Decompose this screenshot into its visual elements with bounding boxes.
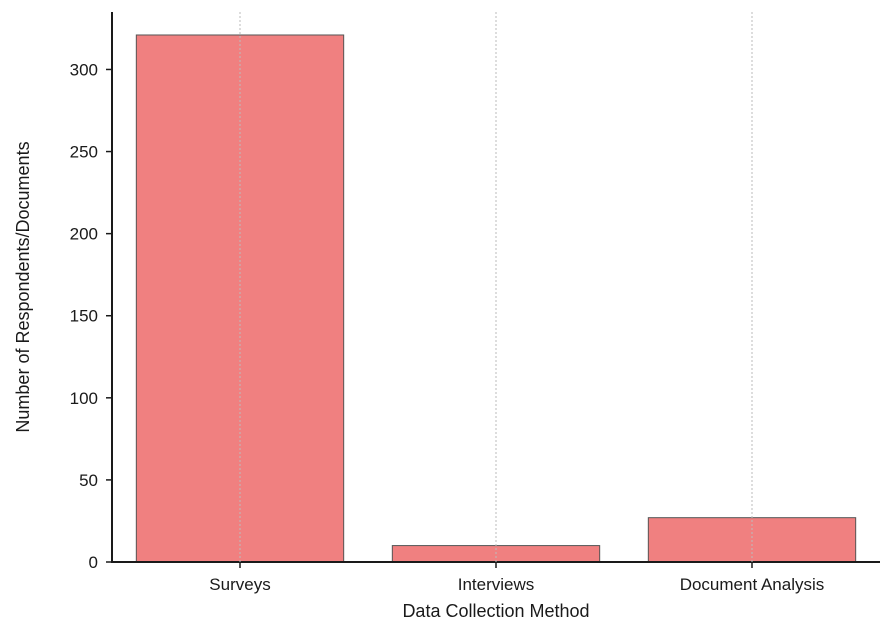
- x-tick-label: Interviews: [458, 575, 535, 594]
- bar-surveys: [135, 34, 345, 563]
- x-axis-label: Data Collection Method: [402, 601, 589, 620]
- y-tick-label: 200: [70, 225, 98, 244]
- y-tick-label: 0: [89, 553, 98, 572]
- x-tick-label: Document Analysis: [680, 575, 825, 594]
- y-tick-label: 250: [70, 143, 98, 162]
- x-ticks: Surveys Interviews Document Analysis: [209, 562, 824, 594]
- bars: [135, 34, 857, 563]
- y-tick-label: 50: [79, 471, 98, 490]
- y-axis-label: Number of Respondents/Documents: [13, 141, 33, 432]
- y-tick-label: 150: [70, 307, 98, 326]
- y-ticks: 0 50 100 150 200 250 300: [70, 60, 112, 572]
- y-tick-label: 300: [70, 60, 98, 79]
- x-tick-label: Surveys: [209, 575, 270, 594]
- y-tick-label: 100: [70, 389, 98, 408]
